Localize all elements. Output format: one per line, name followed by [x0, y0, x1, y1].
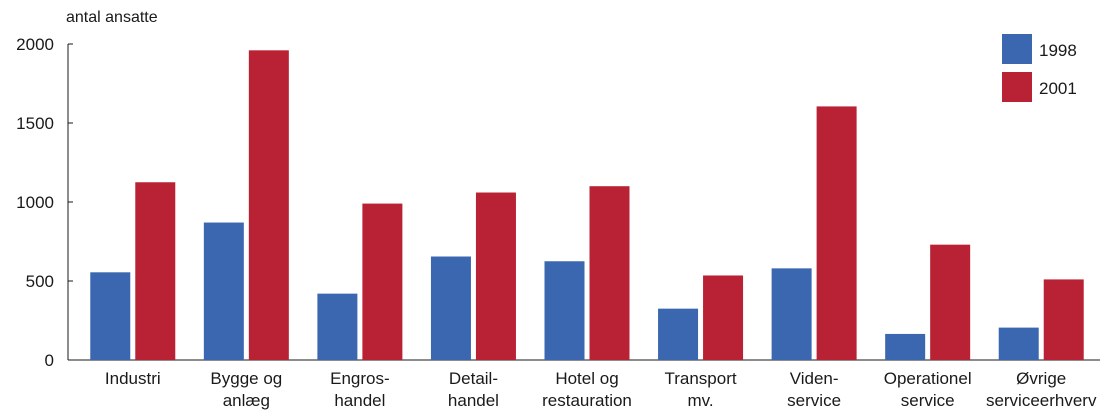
legend-swatch-1998: [1002, 34, 1032, 64]
legend-label-1998: 1998: [1039, 41, 1077, 60]
bar-1998-7: [885, 333, 926, 360]
x-tick-label: handel: [448, 391, 499, 410]
x-tick-label: mv.: [687, 391, 713, 410]
x-tick-label: handel: [334, 391, 385, 410]
x-tick-label: Operationel: [884, 369, 972, 388]
x-axis-labels: Industri Bygge og anlæg Engros-handel Detail…: [105, 369, 1097, 410]
x-tick-label: restauration: [542, 391, 632, 410]
y-tick-label: 1000: [16, 193, 54, 212]
y-tick-label: 500: [26, 272, 54, 291]
bar-1998-0: [90, 272, 131, 360]
legend: 1998 2001: [1002, 34, 1077, 102]
bar-2001-3: [475, 192, 516, 360]
x-tick-label: Industri: [105, 369, 161, 388]
x-tick-label: Viden-: [790, 369, 839, 388]
bar-1998-6: [771, 268, 812, 360]
bar-2001-7: [930, 244, 971, 360]
y-axis-title: antal ansatte: [66, 9, 158, 26]
x-tick-label: Hotel og: [555, 369, 618, 388]
bar-1998-2: [317, 293, 358, 360]
y-tick-label: 1500: [16, 114, 54, 133]
bar-1998-5: [658, 308, 699, 360]
bar-2001-4: [589, 186, 630, 360]
bar-1998-8: [998, 327, 1039, 360]
x-tick-label: serviceerhverv: [986, 391, 1097, 410]
x-tick-label: Øvrige: [1016, 369, 1066, 388]
x-tick-label: Engros-: [330, 369, 390, 388]
x-tick-label: service: [901, 391, 955, 410]
y-tick-label: 2000: [16, 35, 54, 54]
bar-1998-1: [203, 222, 244, 360]
x-tick-label: Detail-: [449, 369, 498, 388]
bar-2001-1: [248, 50, 289, 360]
x-tick-label: Transport: [664, 369, 736, 388]
bars: [90, 50, 1084, 360]
bar-1998-3: [430, 256, 471, 360]
bar-2001-5: [703, 275, 744, 360]
bar-2001-0: [135, 182, 176, 360]
legend-label-2001: 2001: [1039, 79, 1077, 98]
x-tick-label: Bygge og: [210, 369, 282, 388]
bar-2001-2: [362, 203, 403, 360]
bar-2001-6: [816, 106, 857, 360]
bar-1998-4: [544, 261, 585, 360]
bar-2001-8: [1043, 279, 1084, 360]
legend-swatch-2001: [1002, 72, 1032, 102]
y-tick-label: 0: [45, 351, 54, 370]
x-tick-label: anlæg: [223, 391, 270, 410]
x-tick-label: service: [787, 391, 841, 410]
